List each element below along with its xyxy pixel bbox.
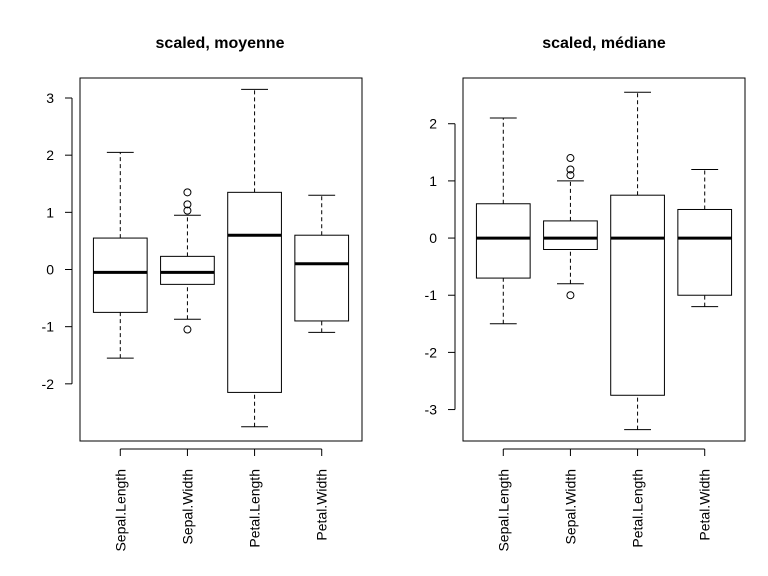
outlier-point [566,154,575,163]
chart-title: scaled, médiane [542,35,666,52]
outlier-point [183,325,192,334]
box-iqr [475,203,531,279]
y-tick-label: -1 [42,319,55,335]
box-iqr [543,220,598,250]
box-iqr [677,208,733,296]
box-iqr [160,255,215,285]
outlier-point [566,171,575,180]
y-tick-label: 2 [429,116,437,132]
plot-frame [79,77,363,442]
x-tick-label: Petal.Length [247,469,263,548]
panel-scaled-moyenne: scaled, moyenne -2 -1 0 1 2 3 Sepal.Length Sepa… [42,35,363,552]
y-tick-label: 1 [46,204,54,220]
x-tick-label: Petal.Width [314,469,330,541]
x-tick-label: Sepal.Width [562,469,578,544]
y-tick-label: -1 [425,287,438,303]
outlier-point [566,165,575,174]
x-tick-label: Petal.Width [697,469,713,541]
y-tick-label: -2 [425,344,438,360]
x-tick-label: Sepal.Length [112,469,128,552]
y-tick-label: -2 [42,376,55,392]
plot-frame [462,77,746,442]
x-tick-label: Sepal.Length [495,469,511,552]
y-tick-label: 0 [46,262,54,278]
y-tick-label: -3 [425,402,438,418]
outlier-point [566,291,575,300]
y-tick-label: 3 [46,90,54,106]
outlier-point [183,200,192,209]
chart-title: scaled, moyenne [156,35,285,52]
y-tick-label: 0 [429,230,437,246]
box-iqr [294,234,350,322]
outlier-point [183,206,192,215]
y-tick-label: 2 [46,147,54,163]
x-tick-label: Petal.Length [630,469,646,548]
x-tick-label: Sepal.Width [179,469,195,544]
box-iqr [92,237,148,313]
box-iqr [227,191,282,393]
box-iqr [610,194,665,396]
y-tick-label: 1 [429,173,437,189]
outlier-point [183,188,192,197]
panel-scaled-mediane: scaled, médiane -3 -2 -1 0 1 2 Sepal.Length Sep… [425,35,746,552]
